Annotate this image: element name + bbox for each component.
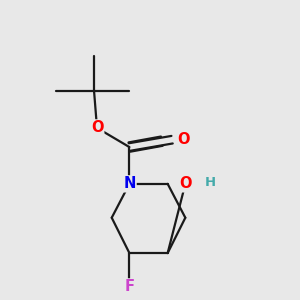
Text: N: N (123, 176, 136, 191)
Text: H: H (205, 176, 216, 189)
Text: F: F (124, 279, 134, 294)
Text: O: O (178, 132, 190, 147)
Text: O: O (179, 176, 192, 191)
Text: O: O (91, 120, 103, 135)
